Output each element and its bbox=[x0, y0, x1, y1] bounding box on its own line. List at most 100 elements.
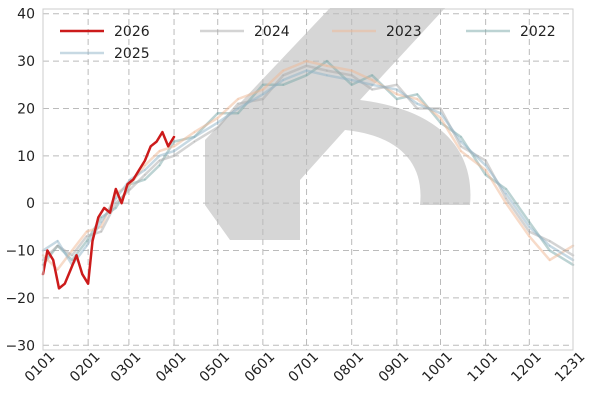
series-point-2023 bbox=[460, 150, 462, 152]
series-point-2023 bbox=[282, 69, 285, 72]
series-point-2023 bbox=[371, 79, 373, 81]
series-point-2026 bbox=[109, 211, 111, 214]
series-point-2024 bbox=[100, 230, 102, 233]
series-point-2022 bbox=[505, 188, 507, 190]
series-point-2023 bbox=[262, 88, 264, 91]
series-point-2023 bbox=[144, 164, 146, 167]
series-point-2022 bbox=[282, 84, 285, 86]
y-tick-label: 20 bbox=[17, 101, 35, 117]
series-point-2026 bbox=[46, 249, 49, 252]
legend-item-2024: 2024 bbox=[200, 24, 290, 40]
series-point-2022 bbox=[548, 249, 551, 252]
series-point-2023 bbox=[56, 268, 59, 271]
series-point-2024 bbox=[371, 88, 373, 91]
y-tick-label: 30 bbox=[17, 54, 35, 70]
series-point-2026 bbox=[87, 282, 89, 285]
plot-frame bbox=[42, 8, 574, 351]
series-point-2025 bbox=[460, 140, 462, 143]
series-2026 bbox=[41, 130, 176, 290]
series-point-2024 bbox=[129, 188, 132, 190]
legend: 2026 2024 2023 2022 2025 bbox=[60, 24, 556, 62]
series-point-2026 bbox=[173, 136, 175, 138]
legend-item-2022: 2022 bbox=[466, 24, 556, 40]
series-point-2023 bbox=[416, 98, 419, 100]
series-point-2023 bbox=[216, 117, 219, 119]
series-point-2024 bbox=[326, 69, 328, 72]
legend-label-2022: 2022 bbox=[520, 24, 556, 40]
series-point-2024 bbox=[416, 107, 419, 110]
series-point-2022 bbox=[173, 140, 175, 143]
series-point-2022 bbox=[71, 259, 73, 261]
legend-label-2025: 2025 bbox=[114, 46, 150, 62]
series-point-2024 bbox=[237, 102, 239, 105]
series-point-2023 bbox=[439, 117, 442, 119]
series-point-2025 bbox=[416, 102, 419, 105]
series-point-2025 bbox=[484, 164, 487, 167]
series-point-2022 bbox=[528, 221, 531, 223]
series-point-2022 bbox=[460, 136, 462, 138]
series-point-2022 bbox=[237, 112, 239, 114]
series-point-2024 bbox=[216, 126, 219, 129]
series-point-2025 bbox=[326, 74, 328, 77]
series-point-2024 bbox=[115, 202, 117, 204]
series-point-2022 bbox=[439, 121, 442, 124]
y-tick-label: −10 bbox=[5, 244, 35, 260]
series-point-2023 bbox=[129, 183, 132, 185]
series-point-2025 bbox=[237, 107, 239, 110]
y-tick-label: 0 bbox=[26, 196, 35, 212]
series-line-2026 bbox=[41, 130, 176, 290]
series-point-2023 bbox=[85, 230, 88, 233]
series-point-2022 bbox=[396, 98, 398, 100]
series-point-2025 bbox=[129, 178, 132, 181]
series-point-2026 bbox=[69, 268, 72, 271]
series-point-2025 bbox=[144, 169, 146, 171]
series-point-2023 bbox=[193, 131, 196, 133]
series-point-2023 bbox=[173, 145, 175, 148]
series-point-2025 bbox=[505, 192, 507, 195]
series-point-2024 bbox=[193, 140, 196, 143]
series-point-2026 bbox=[97, 216, 100, 219]
series-point-2025 bbox=[396, 88, 398, 91]
series-point-2022 bbox=[216, 112, 219, 114]
series-point-2026 bbox=[167, 145, 169, 148]
series-point-2026 bbox=[155, 140, 158, 143]
series-point-2022 bbox=[115, 207, 117, 209]
series-point-2025 bbox=[216, 121, 219, 124]
series-point-2025 bbox=[371, 84, 373, 86]
series-point-2025 bbox=[56, 240, 59, 242]
series-point-2022 bbox=[371, 74, 373, 77]
series-point-2023 bbox=[505, 202, 507, 204]
series-point-2026 bbox=[132, 178, 135, 181]
series-point-2026 bbox=[81, 273, 84, 276]
legend-label-2026: 2026 bbox=[114, 24, 150, 40]
series-point-2024 bbox=[396, 84, 398, 86]
series-point-2022 bbox=[305, 74, 308, 77]
series-point-2025 bbox=[173, 150, 175, 152]
series-point-2025 bbox=[282, 79, 285, 81]
series-point-2022 bbox=[262, 84, 264, 86]
legend-item-2026: 2026 bbox=[60, 24, 150, 40]
series-point-2025 bbox=[115, 197, 117, 200]
series-point-2022 bbox=[144, 178, 146, 181]
series-point-2024 bbox=[56, 245, 59, 247]
series-point-2025 bbox=[193, 136, 196, 138]
series-point-2023 bbox=[326, 65, 328, 67]
series-point-2025 bbox=[100, 221, 102, 223]
series-point-2024 bbox=[158, 159, 161, 162]
watermark-logo bbox=[205, 8, 471, 240]
series-point-2024 bbox=[528, 230, 531, 233]
series-point-2026 bbox=[75, 254, 78, 257]
series-point-2024 bbox=[350, 74, 353, 77]
series-point-2023 bbox=[237, 98, 239, 100]
series-point-2026 bbox=[161, 131, 164, 133]
series-point-2024 bbox=[439, 107, 442, 110]
series-point-2023 bbox=[528, 235, 531, 238]
series-point-2023 bbox=[350, 69, 353, 72]
series-layer bbox=[41, 59, 575, 290]
series-point-2024 bbox=[484, 159, 487, 162]
series-point-2026 bbox=[144, 159, 146, 162]
series-point-2026 bbox=[115, 188, 117, 190]
series-point-2026 bbox=[103, 207, 105, 209]
series-point-2026 bbox=[64, 282, 66, 285]
